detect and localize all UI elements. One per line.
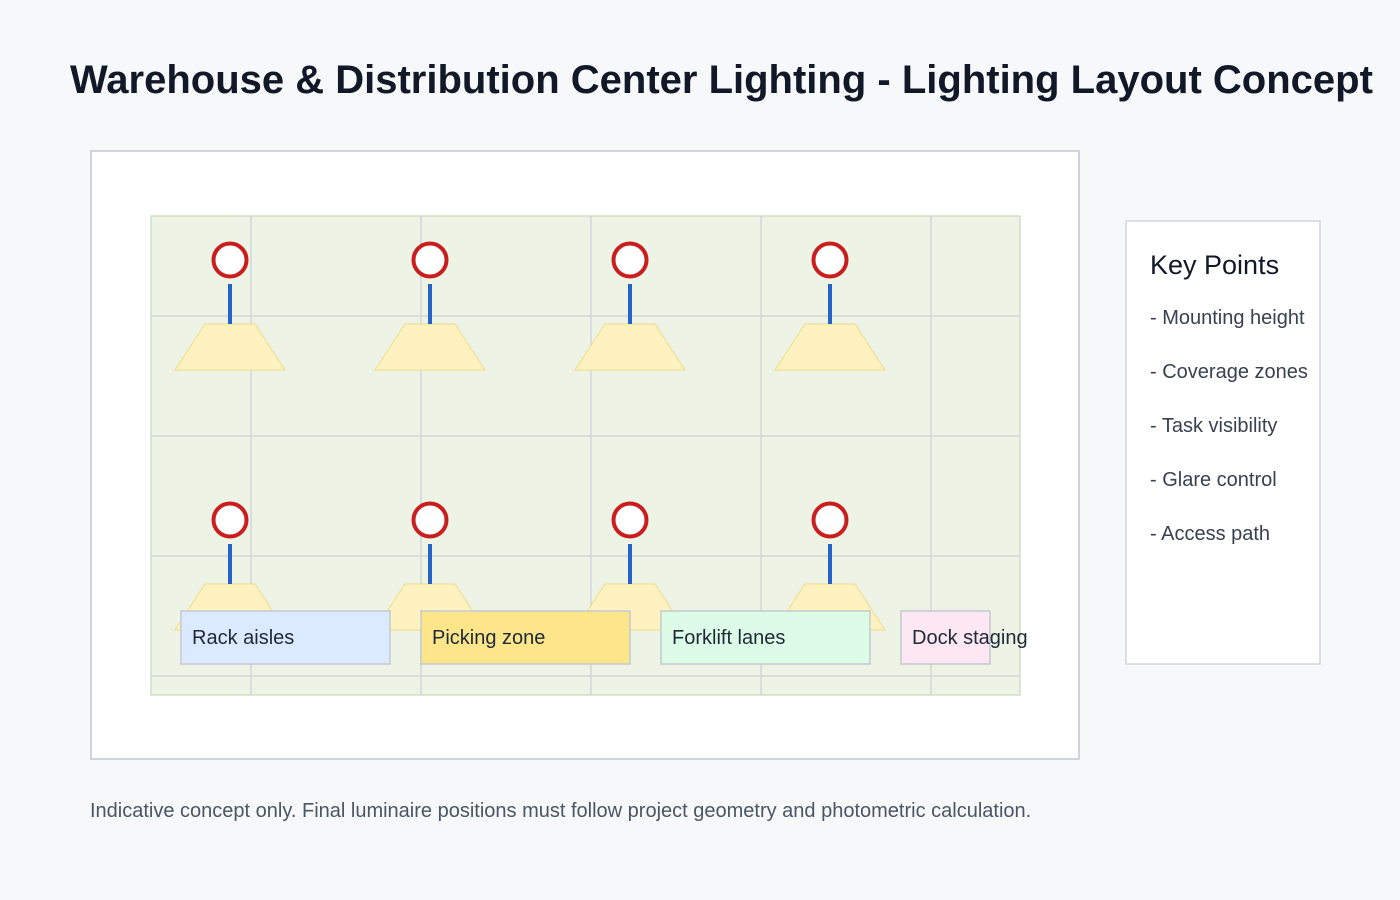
footnote: Indicative concept only. Final luminaire…: [90, 800, 1032, 822]
zone-swatch: [180, 610, 391, 665]
light-beam: [374, 323, 486, 371]
zone-label: Rack aisles: [192, 627, 294, 649]
luminaire-marker: [411, 501, 449, 539]
zone-label: Forklift lanes: [672, 627, 785, 649]
zone-swatch: [660, 610, 871, 665]
zone-label: Picking zone: [432, 627, 545, 649]
light-beam: [774, 323, 886, 371]
luminaire-markers: [211, 241, 849, 539]
key-point-item: - Glare control: [1150, 469, 1277, 491]
key-point-item: - Access path: [1150, 523, 1270, 545]
key-point-item: - Coverage zones: [1150, 361, 1308, 383]
luminaire-marker: [211, 241, 249, 279]
luminaire-marker: [411, 241, 449, 279]
zone-label: Dock staging: [912, 627, 1028, 649]
zone-legend: Rack aisles Picking zone Forklift lanes Doc…: [180, 610, 1028, 665]
zone-dock-staging: Dock staging: [900, 610, 1028, 665]
light-beam: [174, 323, 286, 371]
key-points-panel: [1125, 220, 1321, 665]
luminaire-marker: [611, 501, 649, 539]
zone-rack-aisles: Rack aisles: [180, 610, 391, 665]
luminaire-marker: [811, 241, 849, 279]
key-points-heading: Key Points: [1150, 250, 1279, 280]
luminaire-marker: [611, 241, 649, 279]
luminaire-drops: [228, 284, 832, 584]
key-point-item: - Task visibility: [1150, 415, 1277, 437]
luminaire-marker: [211, 501, 249, 539]
luminaire-marker: [811, 501, 849, 539]
zone-forklift-lanes: Forklift lanes: [660, 610, 871, 665]
zone-swatch: [900, 610, 991, 665]
page-title: Warehouse & Distribution Center Lighting…: [70, 58, 1373, 102]
zone-swatch: [420, 610, 631, 665]
light-beam: [574, 323, 686, 371]
zone-picking-zone: Picking zone: [420, 610, 631, 665]
key-point-item: - Mounting height: [1150, 307, 1305, 329]
key-points-list: - Mounting height - Coverage zones - Task …: [1150, 307, 1308, 545]
